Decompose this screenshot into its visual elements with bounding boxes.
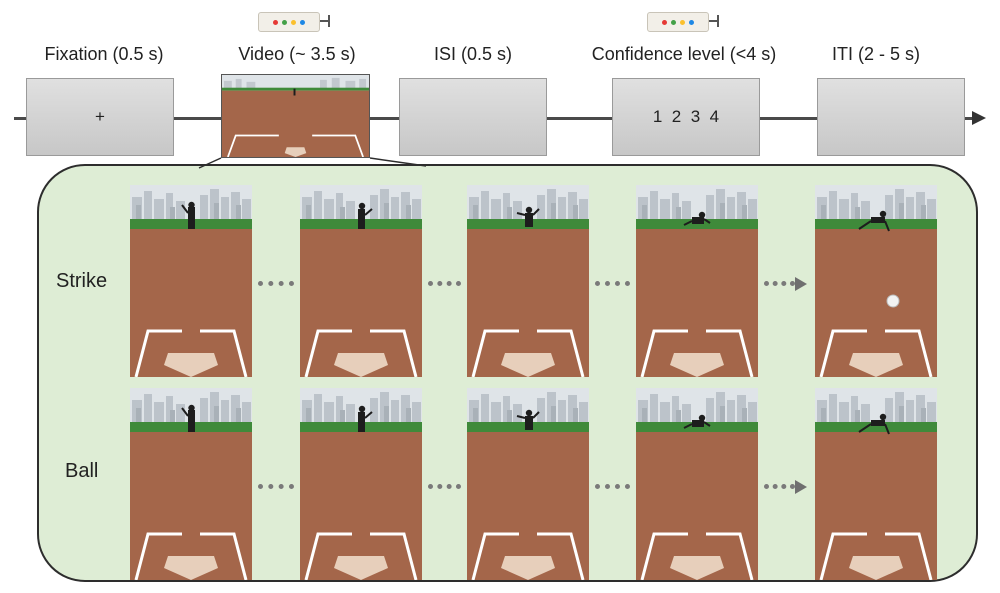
keypad-button-1 xyxy=(662,19,667,25)
iti-blank-screen xyxy=(817,78,965,156)
confidence-rating-screen: 1 2 3 4 xyxy=(612,78,760,156)
video-frame-strike-2 xyxy=(300,185,422,377)
condition-label-ball: Ball xyxy=(65,460,99,482)
keypad-button-2 xyxy=(671,19,676,25)
video-frame-strike-1 xyxy=(130,185,252,377)
video-frame-ball-4 xyxy=(636,388,758,580)
keypad-cord xyxy=(320,15,330,27)
response-keypad-icon xyxy=(258,12,320,32)
stage-label-confidence: Confidence level (<4 s) xyxy=(591,44,777,64)
fixation-screen: + xyxy=(26,78,174,156)
frame-transition-arrow xyxy=(764,281,795,286)
response-keypad-icon xyxy=(647,12,709,32)
keypad-button-3 xyxy=(680,19,685,25)
stage-label-fixation: Fixation (0.5 s) xyxy=(44,44,164,64)
keypad-button-4 xyxy=(689,19,694,25)
video-frame-strike-3 xyxy=(467,185,589,377)
frame-ellipsis-connector xyxy=(428,484,461,489)
video-screen-thumbnail xyxy=(221,74,370,158)
keypad-cord xyxy=(709,15,719,27)
keypad-button-4 xyxy=(300,19,305,25)
arrowhead-icon xyxy=(795,480,807,494)
video-frame-ball-1 xyxy=(130,388,252,580)
frame-ellipsis-connector xyxy=(595,281,630,286)
stage-label-isi: ISI (0.5 s) xyxy=(433,44,513,64)
frame-ellipsis-connector xyxy=(258,281,294,286)
stage-label-iti: ITI (2 - 5 s) xyxy=(831,44,921,64)
frame-ellipsis-connector xyxy=(595,484,630,489)
stage-label-video: Video (~ 3.5 s) xyxy=(238,44,356,64)
fixation-cross: + xyxy=(95,107,105,126)
keypad-button-1 xyxy=(273,19,278,25)
video-frame-strike-5 xyxy=(815,185,937,377)
arrowhead-icon xyxy=(795,277,807,291)
video-frame-strike-4 xyxy=(636,185,758,377)
condition-label-strike: Strike xyxy=(56,270,108,292)
confidence-scale: 1 2 3 4 xyxy=(652,107,720,126)
frame-ellipsis-connector xyxy=(258,484,294,489)
frame-ellipsis-connector xyxy=(428,281,461,286)
video-frame-ball-2 xyxy=(300,388,422,580)
keypad-button-3 xyxy=(291,19,296,25)
video-frame-ball-5 xyxy=(815,388,937,580)
video-thumbnail-image xyxy=(222,75,369,157)
video-frame-ball-3 xyxy=(467,388,589,580)
isi-blank-screen xyxy=(399,78,547,156)
timeline-arrow-icon xyxy=(972,111,986,125)
frame-transition-arrow xyxy=(764,484,795,489)
keypad-button-2 xyxy=(282,19,287,25)
